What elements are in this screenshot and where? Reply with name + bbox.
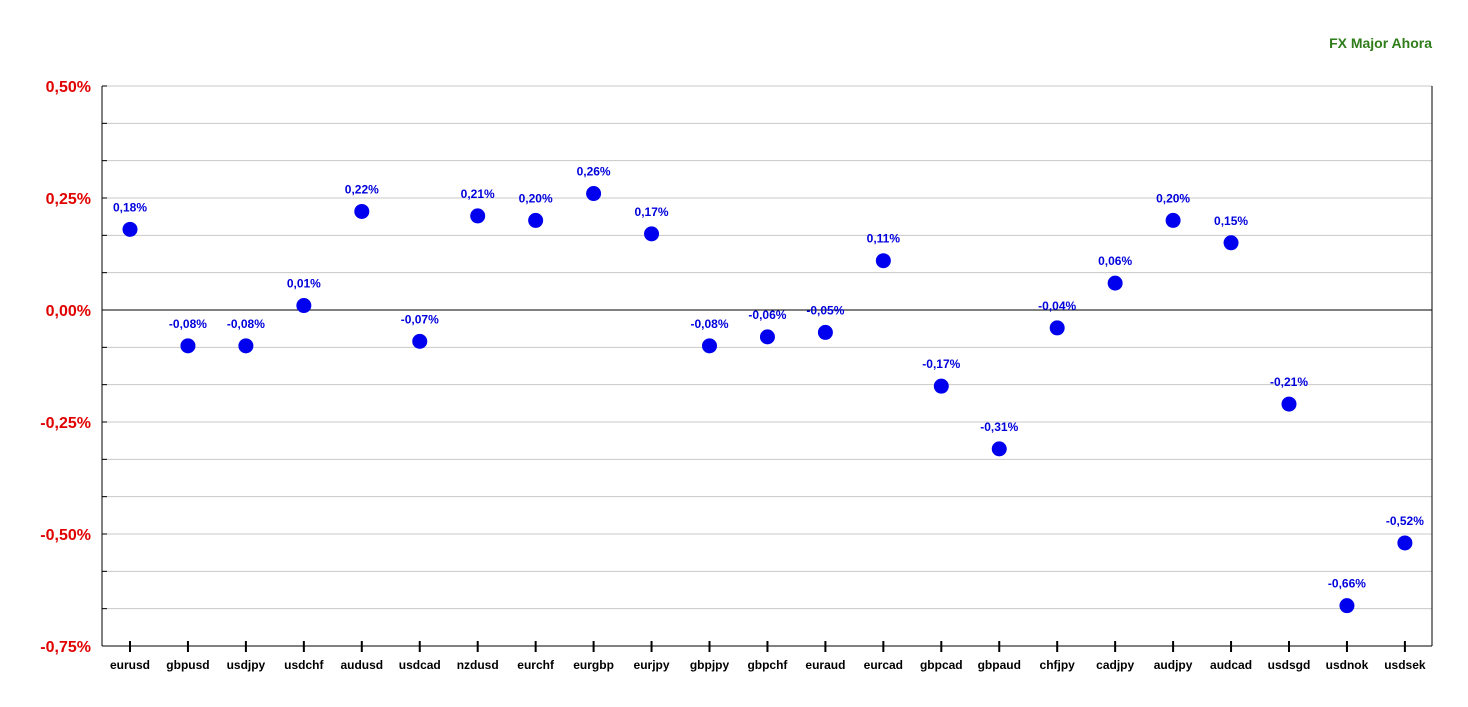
x-tick-label: gbpchf (747, 658, 788, 672)
x-tick-label: usdnok (1326, 658, 1369, 672)
x-tick-label: euraud (805, 658, 845, 672)
data-point-usdcad (412, 333, 428, 349)
grid-lines (102, 85, 1432, 647)
data-label-cadjpy: 0,06% (1098, 254, 1132, 268)
x-tick-label: eurcad (864, 658, 903, 672)
data-label-eurgbp: 0,26% (577, 165, 611, 179)
x-tick-label: nzdusd (457, 658, 499, 672)
data-point-usdchf (296, 298, 312, 314)
data-points (122, 186, 1413, 614)
data-point-eurcad (875, 253, 891, 269)
y-tick-label: 0,25% (46, 191, 91, 208)
data-label-eurjpy: 0,17% (635, 205, 669, 219)
x-tick-label: usdjpy (227, 658, 266, 672)
x-tick-label: usdsgd (1268, 658, 1311, 672)
data-label-gbpjpy: -0,08% (690, 317, 728, 331)
data-point-usdjpy (238, 338, 254, 354)
data-label-nzdusd: 0,21% (461, 187, 495, 201)
data-point-eurusd (122, 221, 138, 237)
x-tick-label: audcad (1210, 658, 1252, 672)
data-point-chfjpy (1049, 320, 1065, 336)
x-tick-label: usdchf (284, 658, 324, 672)
data-point-usdsek (1397, 535, 1413, 551)
x-tick-label: eurchf (517, 658, 555, 672)
y-tick-label: 0,50% (46, 79, 91, 96)
x-axis-tick-labels: eurusd gbpusd usdjpy usdchf audusd usdcad nzdu… (110, 641, 1426, 672)
data-label-usdcad: -0,07% (401, 312, 439, 326)
data-label-audjpy: 0,20% (1156, 191, 1190, 205)
data-label-usdsgd: -0,21% (1270, 375, 1308, 389)
data-label-eurchf: 0,20% (519, 191, 553, 205)
x-tick-label: chfjpy (1040, 658, 1076, 672)
y-tick-label: -0,50% (40, 527, 91, 544)
data-label-euraud: -0,05% (806, 303, 844, 317)
data-label-gbpchf: -0,06% (748, 308, 786, 322)
data-label-chfjpy: -0,04% (1038, 299, 1076, 313)
data-point-nzdusd (470, 208, 486, 224)
data-point-audusd (354, 203, 370, 219)
chart-title: FX Major Ahora (1329, 35, 1432, 51)
data-label-gbpusd: -0,08% (169, 317, 207, 331)
axes (101, 86, 1433, 647)
y-tick-label: -0,75% (40, 639, 91, 656)
data-label-usdsek: -0,52% (1386, 514, 1424, 528)
data-point-usdsgd (1281, 396, 1297, 412)
data-point-audcad (1223, 235, 1239, 251)
data-point-gbpusd (180, 338, 196, 354)
x-tick-label: gbpusd (166, 658, 209, 672)
data-point-usdnok (1339, 598, 1355, 614)
data-point-cadjpy (1107, 275, 1123, 291)
y-axis-tick-labels: 0,50% 0,25% 0,00% -0,25% -0,50% -0,75% (40, 79, 91, 656)
x-tick-label: gbpcad (920, 658, 963, 672)
data-label-audusd: 0,22% (345, 182, 379, 196)
data-point-audjpy (1165, 212, 1181, 228)
y-tick-label: -0,25% (40, 415, 91, 432)
data-label-usdnok: -0,66% (1328, 577, 1366, 591)
data-point-gbpchf (759, 329, 775, 345)
data-label-eurusd: 0,18% (113, 200, 147, 214)
x-tick-label: usdcad (399, 658, 441, 672)
data-point-euraud (817, 324, 833, 340)
x-tick-label: eurgbp (573, 658, 614, 672)
data-label-audcad: 0,15% (1214, 214, 1248, 228)
x-tick-label: audjpy (1154, 658, 1193, 672)
data-labels: 0,18% -0,08% -0,08% 0,01% 0,22% -0,07% 0,21% 0,… (113, 165, 1424, 591)
data-point-gbpjpy (702, 338, 717, 354)
data-point-eurchf (528, 212, 544, 228)
x-tick-label: cadjpy (1096, 658, 1134, 672)
data-point-gbpcad (933, 378, 949, 394)
x-tick-label: audusd (340, 658, 383, 672)
x-tick-label: eurjpy (634, 658, 670, 672)
data-label-eurcad: 0,11% (867, 232, 901, 246)
data-point-gbpaud (991, 441, 1007, 457)
data-point-eurgbp (586, 186, 602, 202)
data-label-usdchf: 0,01% (287, 277, 321, 291)
data-label-gbpcad: -0,17% (922, 357, 960, 371)
x-tick-label: gbpjpy (690, 658, 730, 672)
data-point-eurjpy (644, 226, 660, 242)
data-label-usdjpy: -0,08% (227, 317, 265, 331)
data-label-gbpaud: -0,31% (980, 420, 1018, 434)
x-tick-label: usdsek (1384, 658, 1426, 672)
y-tick-label: 0,00% (46, 303, 91, 320)
x-tick-label: eurusd (110, 658, 150, 672)
x-tick-label: gbpaud (978, 658, 1021, 672)
